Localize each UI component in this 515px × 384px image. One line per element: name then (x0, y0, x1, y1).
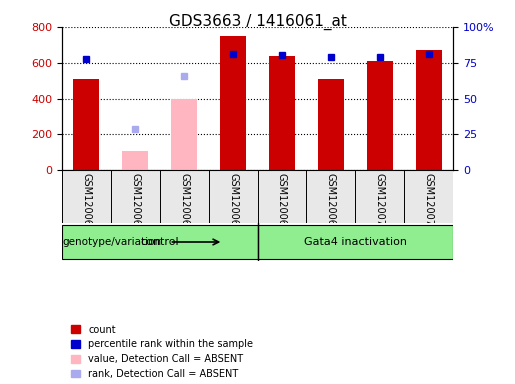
Text: GDS3663 / 1416061_at: GDS3663 / 1416061_at (168, 13, 347, 30)
Legend: count, percentile rank within the sample, value, Detection Call = ABSENT, rank, : count, percentile rank within the sample… (66, 321, 257, 383)
Text: GSM120064: GSM120064 (81, 173, 91, 232)
Text: genotype/variation: genotype/variation (63, 237, 162, 247)
Text: GSM120069: GSM120069 (326, 173, 336, 232)
Bar (74, 79, 99, 170)
FancyBboxPatch shape (62, 225, 258, 259)
Bar (318, 79, 344, 170)
FancyBboxPatch shape (258, 225, 453, 259)
Text: Gata4 inactivation: Gata4 inactivation (304, 237, 407, 247)
Bar (171, 99, 197, 170)
Text: GSM120071: GSM120071 (424, 173, 434, 232)
Bar (123, 151, 148, 170)
Text: GSM120067: GSM120067 (228, 173, 238, 232)
Bar (269, 56, 295, 170)
Bar (416, 50, 441, 170)
Bar (367, 61, 392, 170)
Text: GSM120066: GSM120066 (179, 173, 189, 232)
Bar (220, 36, 246, 170)
Text: GSM120070: GSM120070 (375, 173, 385, 232)
Text: GSM120065: GSM120065 (130, 173, 140, 232)
Text: GSM120068: GSM120068 (277, 173, 287, 232)
Text: control: control (140, 237, 179, 247)
